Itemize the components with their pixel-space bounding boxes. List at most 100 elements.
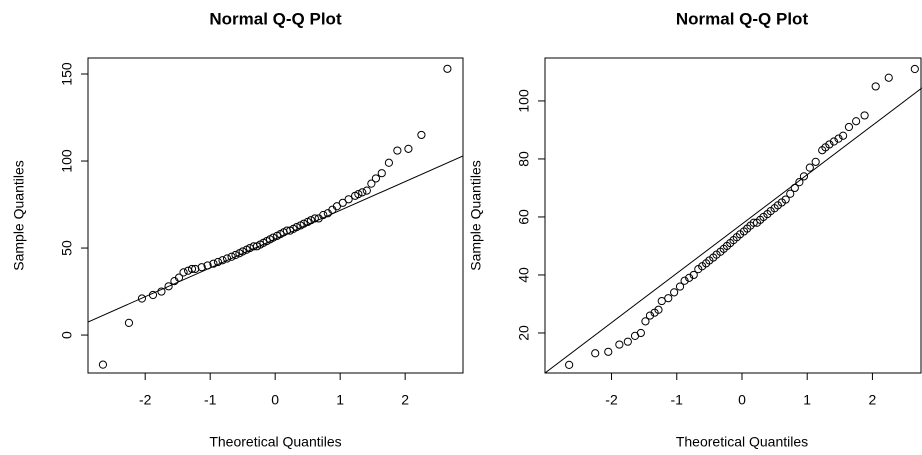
point (604, 347, 613, 356)
y-axis-label: Sample Quantiles (468, 160, 484, 271)
point (795, 178, 804, 187)
point (825, 140, 834, 149)
point (591, 349, 600, 358)
point (615, 340, 624, 349)
point (781, 195, 790, 204)
point (371, 174, 381, 183)
point (799, 172, 809, 181)
y-tick-label: 60 (516, 209, 532, 225)
point (871, 82, 880, 91)
qq-line (545, 87, 922, 373)
point (910, 64, 919, 74)
point (222, 254, 232, 263)
point (884, 73, 893, 82)
point (860, 111, 869, 120)
point (179, 268, 188, 277)
plot-area (88, 64, 463, 369)
x-tick-label: 0 (271, 392, 279, 408)
y-tick-label: 100 (59, 149, 75, 173)
point (384, 158, 394, 167)
point (657, 296, 666, 306)
point (838, 131, 848, 140)
point (645, 311, 655, 320)
point (680, 276, 689, 285)
chart-title: Normal Q-Q Plot (209, 9, 342, 28)
x-tick-label: -1 (204, 392, 217, 408)
y-tick-label: 20 (516, 325, 532, 341)
y-tick-label: 40 (516, 267, 532, 283)
point (685, 273, 694, 282)
point (565, 360, 574, 369)
point (664, 294, 673, 303)
point (367, 179, 376, 188)
point (443, 64, 452, 73)
point (675, 282, 685, 291)
point (137, 294, 147, 303)
point (844, 122, 854, 132)
point (749, 218, 758, 227)
point (790, 183, 799, 193)
point (124, 318, 134, 327)
x-axis-label: Theoretical Quantiles (676, 434, 808, 450)
x-tick-label: 0 (738, 392, 746, 408)
point (354, 189, 363, 199)
x-tick-label: -1 (671, 392, 684, 408)
point (417, 130, 426, 140)
point (811, 157, 820, 166)
point (227, 252, 236, 261)
point (231, 250, 240, 260)
point (654, 305, 663, 314)
point (829, 137, 839, 146)
point (218, 256, 227, 265)
point (852, 117, 861, 126)
y-tick-label: 100 (516, 89, 532, 113)
point (834, 134, 843, 143)
point (203, 261, 212, 270)
point (377, 169, 386, 178)
point (238, 247, 247, 256)
point (786, 189, 795, 198)
point (213, 257, 223, 267)
point (164, 282, 173, 291)
y-tick-label: 80 (516, 151, 532, 167)
x-tick-label: 2 (869, 392, 877, 408)
x-tick-label: -2 (605, 392, 618, 408)
point (670, 288, 679, 297)
x-tick-label: 2 (401, 392, 409, 408)
point (174, 273, 184, 282)
point (187, 264, 197, 274)
point (636, 328, 645, 338)
chart-title: Normal Q-Q Plot (676, 9, 809, 28)
x-tick-label: 1 (803, 392, 811, 408)
x-tick-label: -2 (139, 392, 152, 408)
plot-frame (544, 57, 922, 374)
point (641, 317, 650, 326)
point (148, 290, 158, 300)
point (197, 263, 206, 272)
plot-frame (87, 57, 464, 374)
point (299, 219, 308, 228)
point (393, 146, 402, 155)
point (404, 144, 413, 153)
point (306, 216, 316, 225)
point (332, 202, 342, 211)
point (689, 270, 698, 280)
point (292, 223, 301, 232)
point (310, 214, 319, 223)
x-tick-label: 1 (336, 392, 344, 408)
y-tick-label: 0 (59, 331, 75, 339)
plot-area (545, 64, 922, 373)
point (358, 188, 367, 197)
point (269, 233, 278, 242)
point (157, 287, 166, 296)
point (338, 198, 347, 207)
point (319, 210, 328, 220)
point (805, 163, 814, 172)
x-axis-label: Theoretical Quantiles (209, 434, 341, 450)
point (209, 259, 218, 268)
y-axis-label: Sample Quantiles (11, 160, 27, 271)
point (362, 186, 371, 195)
y-tick-label: 50 (59, 240, 75, 256)
